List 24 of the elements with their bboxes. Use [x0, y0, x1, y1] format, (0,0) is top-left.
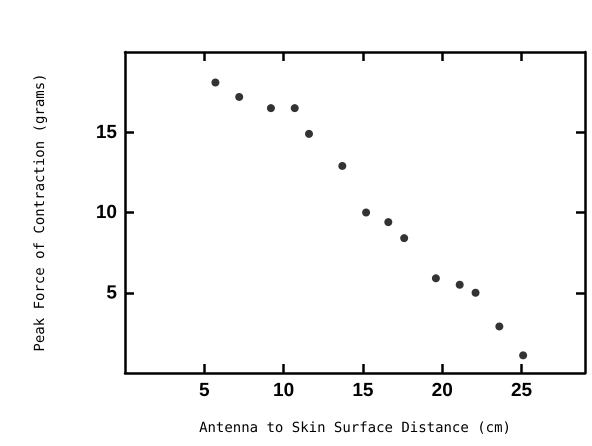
x-tick-label: 15 — [352, 380, 374, 401]
y-tick-label: 10 — [96, 202, 117, 223]
point — [384, 218, 392, 226]
point — [400, 234, 408, 242]
y-axis-title: Peak Force of Contraction (grams) — [32, 73, 48, 352]
x-tick-label: 20 — [432, 380, 453, 401]
point — [456, 280, 464, 289]
x-axis-title: Antenna to Skin Surface Distance (cm) — [199, 420, 511, 436]
point — [362, 208, 370, 216]
y-tick-label: 15 — [96, 122, 118, 143]
point — [495, 322, 504, 330]
x-tick-label: 10 — [273, 380, 294, 401]
point — [338, 162, 346, 170]
point — [211, 78, 220, 86]
point — [519, 351, 528, 360]
point — [472, 288, 480, 297]
point — [235, 92, 244, 101]
point — [432, 274, 440, 282]
x-tick-label: 25 — [510, 380, 533, 401]
point — [266, 104, 275, 112]
x-tick-label: 5 — [199, 380, 210, 401]
y-tick-label: 5 — [106, 282, 118, 304]
point — [290, 104, 299, 112]
point — [305, 130, 313, 138]
